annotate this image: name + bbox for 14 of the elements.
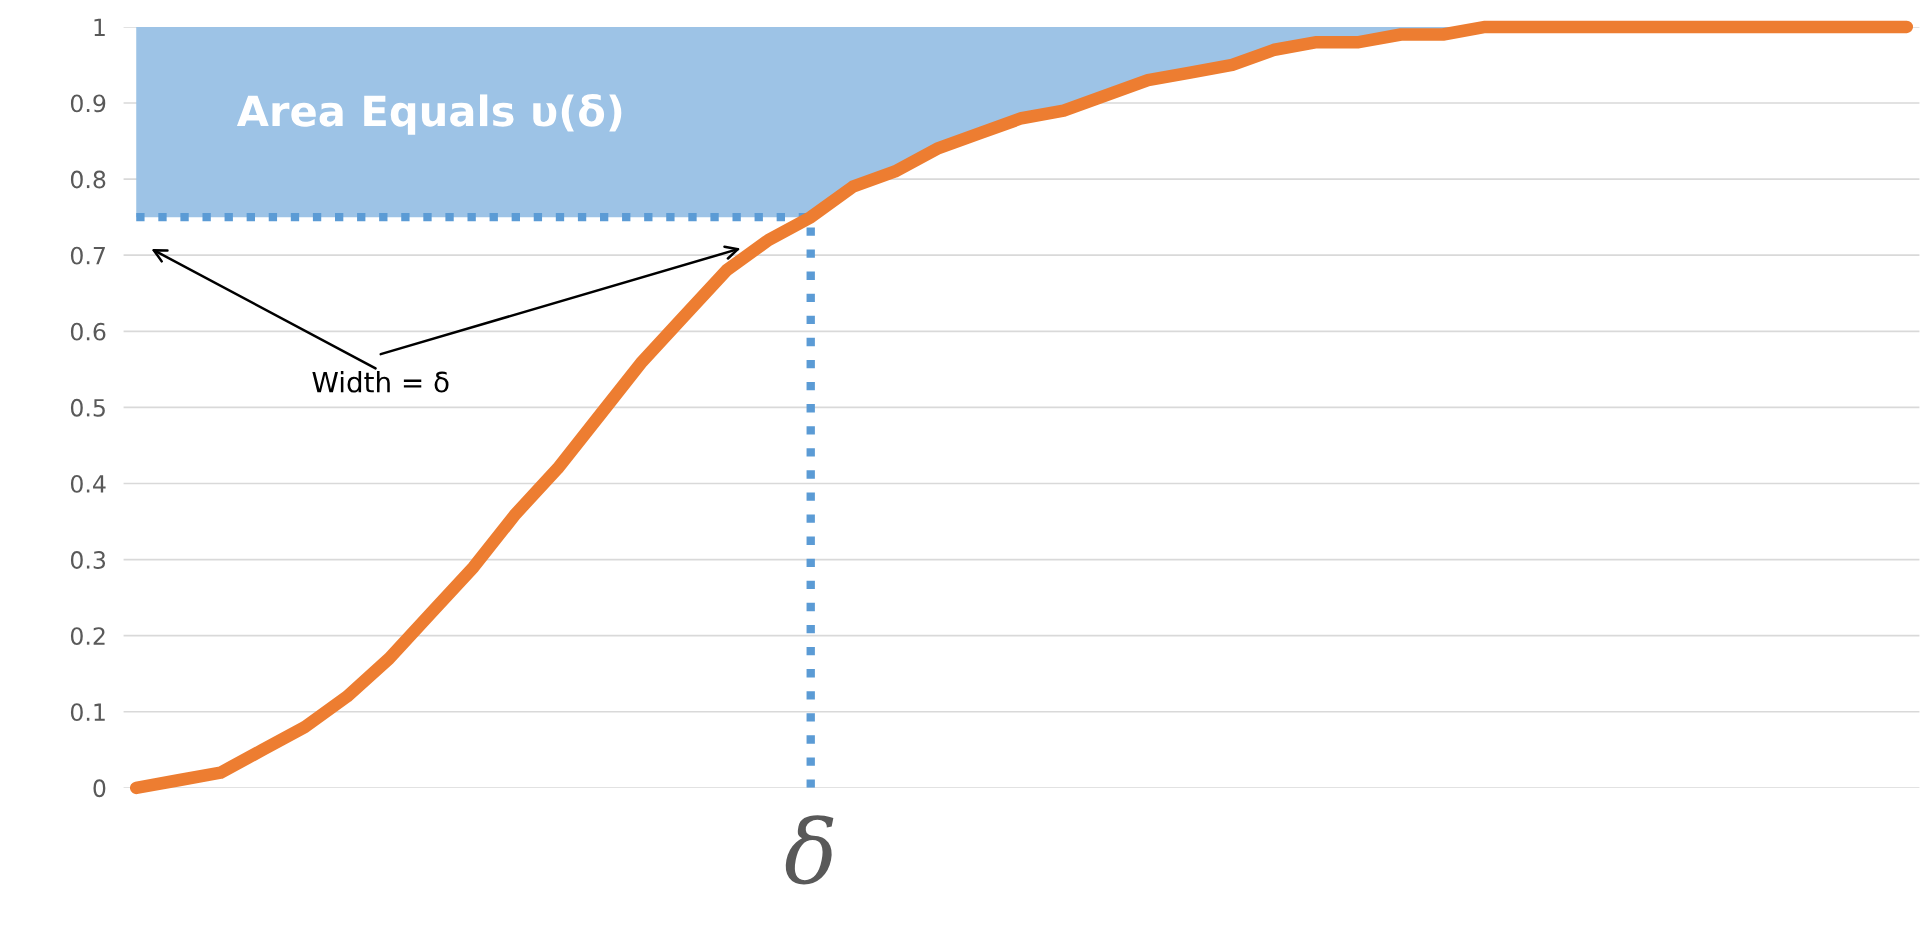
- text: δ: [785, 815, 834, 885]
- y-tick-label: 0.3: [70, 551, 106, 569]
- y-tick-label: 0: [93, 779, 106, 798]
- annotation: Area Equals υ(δ): [236, 94, 622, 135]
- y-tick-label: 0.1: [70, 703, 105, 722]
- y-tick-label: 0.6: [70, 322, 106, 341]
- y-tick-label: 0.4: [70, 474, 106, 493]
- y-tick-label: 0.5: [70, 398, 105, 417]
- y-tick-label: 0.7: [70, 246, 105, 265]
- y-tick-label: 1: [94, 18, 105, 36]
- y-tick-label: 0.2: [70, 627, 105, 645]
- y-tick-label: 0.8: [70, 170, 106, 189]
- y-tick-label: 0.9: [70, 94, 106, 113]
- annotation: Width = δ: [312, 371, 449, 393]
